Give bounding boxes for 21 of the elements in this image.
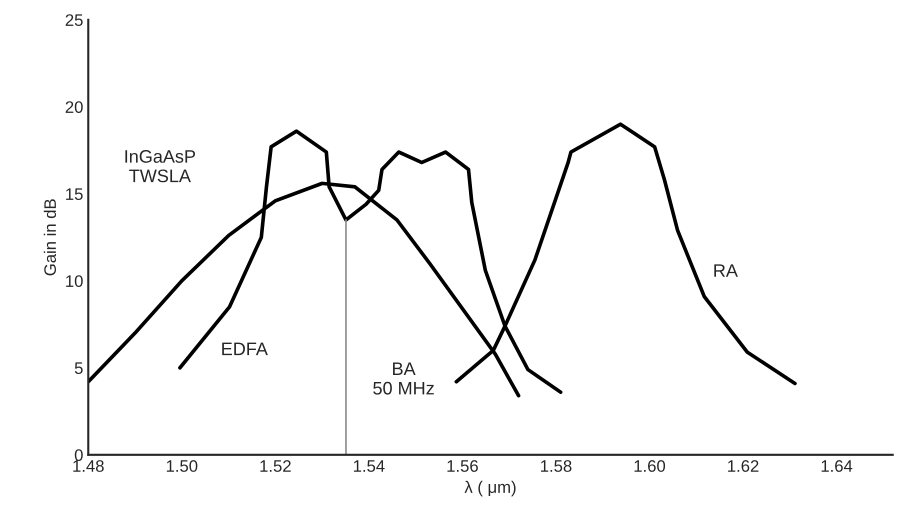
x-tick-label: 1.54 <box>354 460 385 472</box>
y-tick-label: 0 <box>74 449 83 462</box>
x-tick-label: 1.60 <box>634 460 666 472</box>
y-tick-label: 20 <box>66 101 83 114</box>
x-axis-title: λ ( μm) <box>464 480 516 496</box>
y-tick-label: 15 <box>66 188 83 200</box>
annotation: InGaAsP TWSLA <box>125 150 196 182</box>
annotation: BA 50 MHz <box>373 362 434 395</box>
y-tick-label: 5 <box>74 362 83 374</box>
x-tick-label: 1.62 <box>728 460 758 472</box>
annotation: EDFA <box>222 342 268 356</box>
y-tick-label: 10 <box>66 275 83 288</box>
annotation: RA <box>714 264 738 277</box>
y-axis-title: Gain in dB <box>44 199 56 276</box>
x-tick-label: 1.50 <box>166 460 198 472</box>
x-tick-label: 1.48 <box>73 460 104 472</box>
x-tick-label: 1.56 <box>447 460 478 472</box>
x-tick-label: 1.52 <box>260 460 291 472</box>
y-tick-label: 25 <box>66 14 83 26</box>
x-tick-label: 1.58 <box>541 460 572 472</box>
x-tick-label: 1.64 <box>822 460 852 472</box>
